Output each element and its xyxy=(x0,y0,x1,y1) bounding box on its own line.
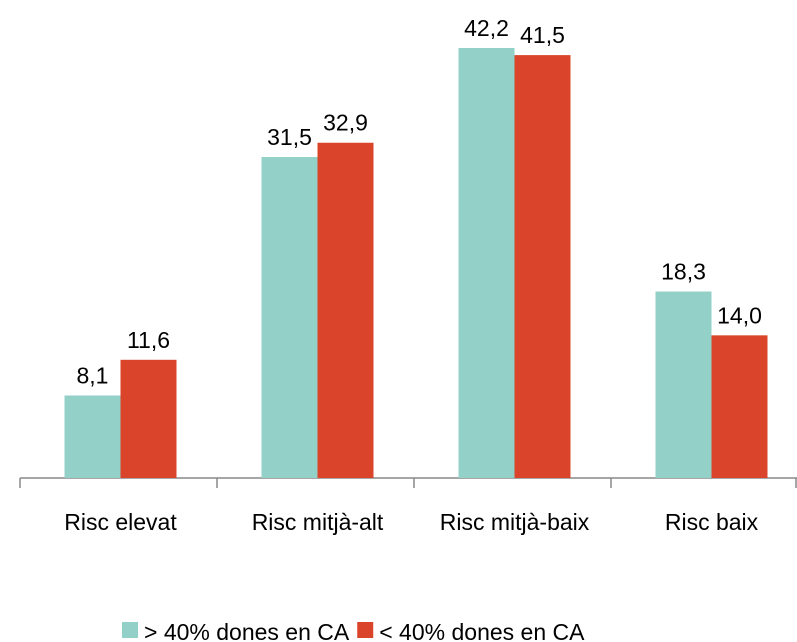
data-label: 42,2 xyxy=(464,15,509,41)
data-label: 18,3 xyxy=(661,259,706,285)
x-tick-label: Risc mitjà-alt xyxy=(252,509,384,535)
bar xyxy=(317,142,374,478)
data-label: 31,5 xyxy=(267,124,312,150)
bar xyxy=(261,157,318,478)
bar xyxy=(655,291,712,478)
bar xyxy=(120,359,177,478)
data-label: 41,5 xyxy=(520,22,565,48)
bar xyxy=(458,47,515,479)
data-label: 32,9 xyxy=(323,110,368,136)
data-label: 14,0 xyxy=(717,302,762,328)
legend-swatch xyxy=(357,622,374,638)
x-tick-label: Risc mitjà-baix xyxy=(440,509,590,535)
bar xyxy=(64,395,121,478)
x-tick-label: Risc elevat xyxy=(64,509,177,535)
bar xyxy=(711,335,768,478)
legend-label: > 40% dones en CA xyxy=(144,619,350,642)
bar xyxy=(514,55,571,479)
x-tick-label: Risc baix xyxy=(665,509,759,535)
data-label: 11,6 xyxy=(127,327,170,353)
legend-swatch xyxy=(122,622,138,638)
legend-label: < 40% dones en CA xyxy=(379,619,585,642)
data-label: 8,1 xyxy=(77,362,109,388)
